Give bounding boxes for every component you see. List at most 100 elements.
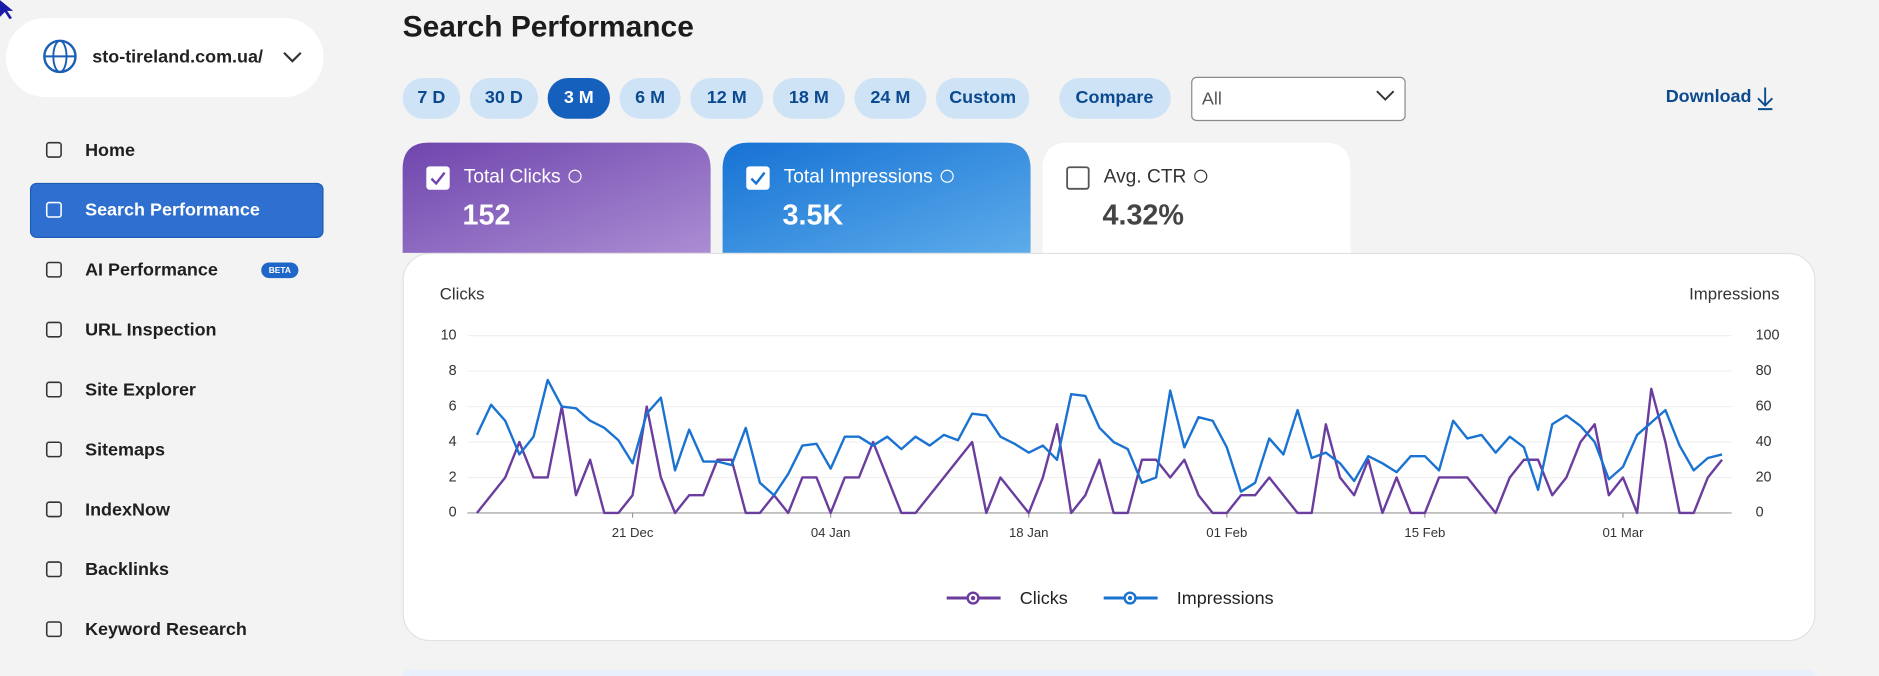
y-tick-label: 0: [449, 505, 457, 521]
nav-icon: [45, 261, 62, 278]
nav-icon: [45, 501, 62, 518]
nav-icon: [45, 141, 62, 158]
metric-card[interactable]: [722, 142, 1031, 253]
x-tick-label: 01 Feb: [1206, 525, 1247, 540]
range-label: 30 D: [485, 87, 523, 107]
metric-label: Total Impressions: [784, 166, 933, 187]
legend-dot: [970, 595, 976, 601]
download-link[interactable]: Download: [1666, 86, 1752, 106]
y2-tick-label: 40: [1756, 434, 1772, 450]
range-button[interactable]: [469, 77, 539, 119]
x-tick-label: 18 Jan: [1009, 525, 1049, 540]
metric-cards: Total Clicks 152 Total Impressions 3.5K Avg.…: [402, 142, 1351, 253]
beta-text: BETA: [269, 265, 291, 275]
y2-tick-label: 60: [1756, 398, 1772, 414]
range-label: 3 M: [564, 87, 594, 107]
range-label: 6 M: [635, 87, 665, 107]
nav-item[interactable]: IndexNow: [85, 499, 171, 519]
legend-label[interactable]: Impressions: [1177, 588, 1274, 608]
y-tick-label: 4: [449, 434, 457, 450]
y2-axis-label: Impressions: [1689, 284, 1779, 303]
legend-label[interactable]: Clicks: [1020, 588, 1068, 608]
range-label: 7 D: [417, 87, 445, 107]
filter-value: All: [1202, 88, 1222, 108]
toolbar: 7 D 30 D 3 M 6 M 12 M 18 M 24 M Custom: [402, 77, 1030, 119]
range-button[interactable]: [690, 77, 764, 119]
range-button[interactable]: [402, 77, 461, 119]
nav-icon: [45, 561, 62, 578]
range-button[interactable]: [935, 77, 1030, 119]
nav-item[interactable]: Keyword Research: [85, 619, 247, 639]
checkbox[interactable]: [1066, 166, 1090, 190]
nav-item[interactable]: Search Performance: [85, 200, 260, 220]
next-panel: [402, 669, 1816, 676]
info-icon: [1194, 169, 1208, 183]
range-label: 24 M: [870, 87, 910, 107]
y2-tick-label: 20: [1756, 469, 1772, 485]
series-line: [476, 387, 1723, 515]
metric-value: 152: [463, 200, 511, 232]
beta-badge: [261, 262, 299, 279]
range-label: 12 M: [707, 87, 747, 107]
y2-tick-label: 80: [1756, 363, 1772, 379]
metric-label: Avg. CTR: [1104, 166, 1187, 187]
checkbox[interactable]: [746, 166, 770, 190]
y-tick-label: 10: [441, 327, 457, 343]
y2-tick-label: 100: [1756, 327, 1780, 343]
nav-item[interactable]: AI Performance: [85, 260, 218, 280]
legend-dot: [1127, 595, 1133, 601]
nav-item[interactable]: Home: [85, 140, 135, 160]
cursor: [0, 0, 14, 20]
nav-item[interactable]: URL Inspection: [85, 320, 216, 340]
nav-item[interactable]: Site Explorer: [85, 379, 196, 399]
page-title: Search Performance: [403, 11, 694, 44]
download-icon: [1757, 87, 1774, 111]
range-label: 18 M: [789, 87, 829, 107]
checkmark: [750, 171, 766, 186]
y-axis-label: Clicks: [440, 284, 485, 303]
range-label: Custom: [949, 87, 1016, 107]
info-icon: [568, 169, 582, 183]
nav-item[interactable]: Backlinks: [85, 559, 169, 579]
info-icon: [940, 169, 954, 183]
filter-select[interactable]: [1191, 76, 1406, 122]
chevron: [283, 52, 302, 63]
y2-tick-label: 0: [1756, 505, 1764, 521]
nav-icon: [45, 621, 62, 638]
range-button[interactable]: [619, 77, 681, 119]
compare-label: Compare: [1076, 87, 1154, 107]
checkbox[interactable]: [426, 166, 450, 190]
compare-button[interactable]: [1059, 77, 1171, 119]
chart-card: [402, 252, 1816, 642]
nav-icon: [45, 441, 62, 458]
nav-icon: [45, 381, 62, 398]
y-tick-label: 2: [449, 469, 457, 485]
range-button[interactable]: [547, 77, 610, 119]
range-button[interactable]: [854, 77, 927, 119]
site-selector[interactable]: [5, 18, 324, 98]
nav-icon: [45, 201, 62, 218]
metric-value: 4.32%: [1102, 200, 1184, 232]
x-tick-label: 15 Feb: [1404, 525, 1445, 540]
x-tick-label: 01 Mar: [1602, 525, 1644, 540]
series-line: [475, 378, 1723, 497]
y-tick-label: 8: [449, 363, 457, 379]
sidebar: Home Search Performance AI Performance BETA…: [29, 140, 324, 639]
x-tick-label: 04 Jan: [811, 525, 851, 540]
nav-item[interactable]: Sitemaps: [85, 439, 165, 459]
metric-label: Total Clicks: [464, 166, 561, 187]
nav-active: [29, 182, 324, 238]
y-tick-label: 6: [449, 398, 457, 414]
metric-value: 3.5K: [783, 200, 844, 232]
x-tick-label: 21 Dec: [612, 525, 654, 540]
checkmark: [430, 171, 446, 186]
metric-card[interactable]: [1042, 142, 1351, 253]
metric-card[interactable]: [402, 142, 711, 253]
site-name: sto-tireland.com.ua/: [92, 46, 263, 66]
range-button[interactable]: [772, 77, 845, 119]
chevron: [1376, 90, 1395, 101]
nav-icon: [45, 321, 62, 338]
